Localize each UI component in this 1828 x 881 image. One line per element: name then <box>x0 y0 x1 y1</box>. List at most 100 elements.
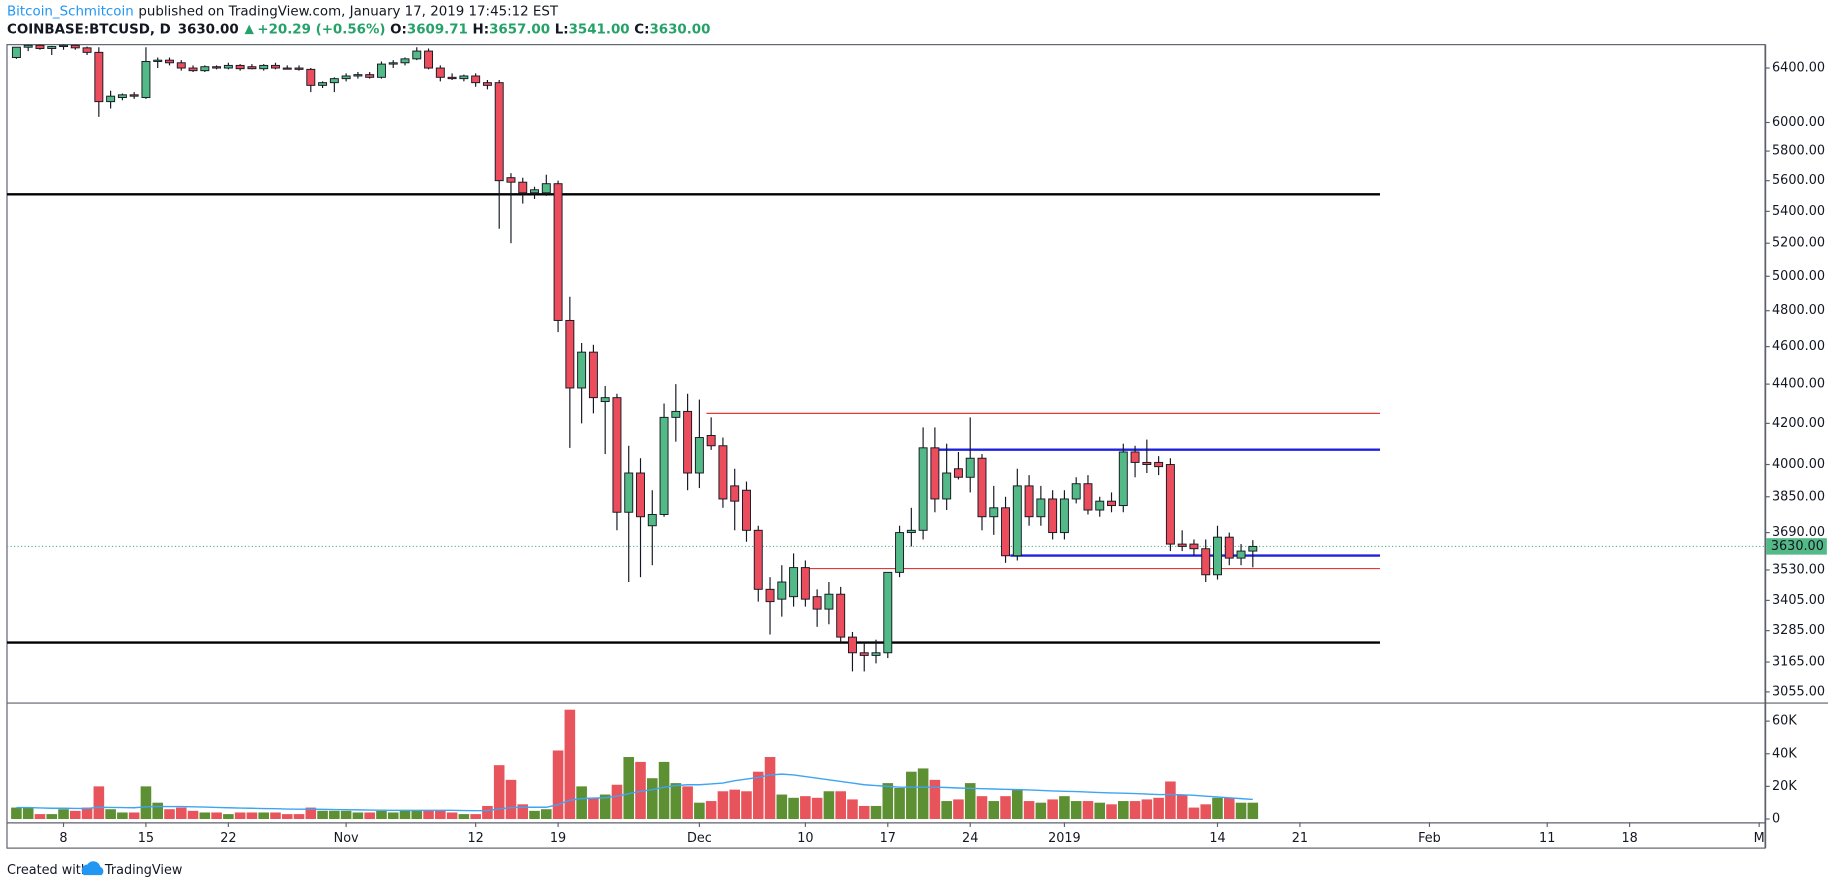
volume-bar <box>1070 801 1082 820</box>
h-value: 3657.00 <box>489 22 550 37</box>
candle-body <box>742 489 751 531</box>
last-price-label: 3630.00 <box>1771 539 1824 554</box>
candle-body <box>1095 500 1105 511</box>
candle-body <box>11 46 21 59</box>
volume-bar <box>399 810 411 820</box>
volume-bar <box>623 757 635 820</box>
x-tick-label: 22 <box>220 831 236 846</box>
candle-body <box>494 82 504 182</box>
candle-body <box>341 75 351 80</box>
x-tick-label: Dec <box>687 831 712 846</box>
volume-bar <box>22 807 34 820</box>
candle-body <box>918 447 928 531</box>
x-tick-label: 8 <box>59 831 67 846</box>
volume-bar <box>764 757 776 820</box>
change: +20.29 (+0.56%) <box>257 22 385 37</box>
volume-bar <box>58 809 69 820</box>
candle-body <box>165 59 174 64</box>
o-value: 3609.71 <box>407 22 468 37</box>
candle-body <box>1236 550 1246 559</box>
volume-bar <box>1200 804 1212 820</box>
volume-bar <box>1000 796 1011 820</box>
volume-bar <box>1012 789 1023 820</box>
candle-body <box>800 567 810 600</box>
candle-body <box>942 472 952 500</box>
candle-body <box>1189 543 1199 550</box>
volume-bar <box>164 809 175 820</box>
footer-brand[interactable]: TradingView <box>104 863 182 878</box>
author[interactable]: Bitcoin_Schmitcoin <box>7 5 134 20</box>
candle-body <box>612 397 622 513</box>
candle-body <box>23 44 33 48</box>
l-value: 3541.00 <box>569 22 630 37</box>
volume-bar <box>46 814 58 820</box>
h-label: H: <box>473 22 490 37</box>
x-tick-label: Feb <box>1418 831 1441 846</box>
volume-bar <box>128 812 140 820</box>
candle-body <box>789 567 799 598</box>
volume-bar <box>117 812 128 820</box>
volume-bar <box>964 783 976 820</box>
volume-bar <box>387 812 399 820</box>
up-arrow <box>244 24 254 35</box>
axes: 6400.00 6000.00 5800.00 5600.00 5400.00 5200.… <box>59 61 1827 846</box>
candle-body <box>718 445 728 500</box>
o-label: O: <box>390 22 407 37</box>
candle-body <box>1071 483 1081 500</box>
candle-body <box>1048 498 1058 534</box>
candle-body <box>141 61 151 99</box>
volume-bar <box>858 805 870 820</box>
x-tick-label: 24 <box>962 831 978 846</box>
volume-bar <box>682 786 693 820</box>
volume-bar <box>1082 801 1094 820</box>
tradingview-logo[interactable]: TradingView <box>81 861 183 878</box>
candle-body <box>565 319 575 389</box>
candle-body <box>1083 483 1093 511</box>
volume-bar <box>741 791 752 820</box>
volume-bar <box>646 778 658 820</box>
symbol-line: COINBASE:BTCUSD, D 3630.00 +20.29 (+0.56%)… <box>7 22 710 37</box>
volume-bar <box>140 786 152 820</box>
candle-body <box>1107 500 1116 507</box>
volume-bar <box>329 810 340 820</box>
candle-body <box>765 588 775 603</box>
volume-bar <box>93 786 105 820</box>
y-tick-label: 5200.00 <box>1772 236 1825 251</box>
volume-bar <box>882 783 894 820</box>
volume-bar <box>199 812 211 820</box>
volume-bar <box>658 761 670 820</box>
candle-body <box>259 64 269 70</box>
candle-body <box>977 457 987 518</box>
candle-body <box>930 447 940 500</box>
c-value: 3630.00 <box>649 22 710 37</box>
y-tick-label: 6400.00 <box>1772 61 1825 76</box>
volume-bar <box>541 809 552 820</box>
x-tick-label: Nov <box>334 831 359 846</box>
volume-bar <box>376 810 387 820</box>
volume-bar <box>1117 801 1129 820</box>
volume-bar <box>340 810 352 820</box>
candle-body <box>435 67 445 78</box>
candle-body <box>282 67 292 70</box>
candle-body <box>636 472 645 518</box>
volume-ma-line <box>16 773 1253 812</box>
candle-body <box>647 514 657 527</box>
candle-body <box>671 410 681 418</box>
volume-bar <box>364 812 375 820</box>
candle-body <box>989 507 999 518</box>
volume-bar <box>988 801 1000 820</box>
volume-bar <box>34 814 46 820</box>
candle-body <box>836 593 846 638</box>
candle-body <box>223 64 233 69</box>
volume-bar <box>694 802 705 820</box>
candle-body <box>1248 545 1258 552</box>
candle-body <box>412 50 422 60</box>
candle-body <box>153 59 163 62</box>
candle-body <box>1201 548 1211 576</box>
candle-body <box>871 652 881 656</box>
candle-body <box>247 66 257 70</box>
last-price-box <box>1766 538 1827 555</box>
candle-body <box>129 94 139 97</box>
